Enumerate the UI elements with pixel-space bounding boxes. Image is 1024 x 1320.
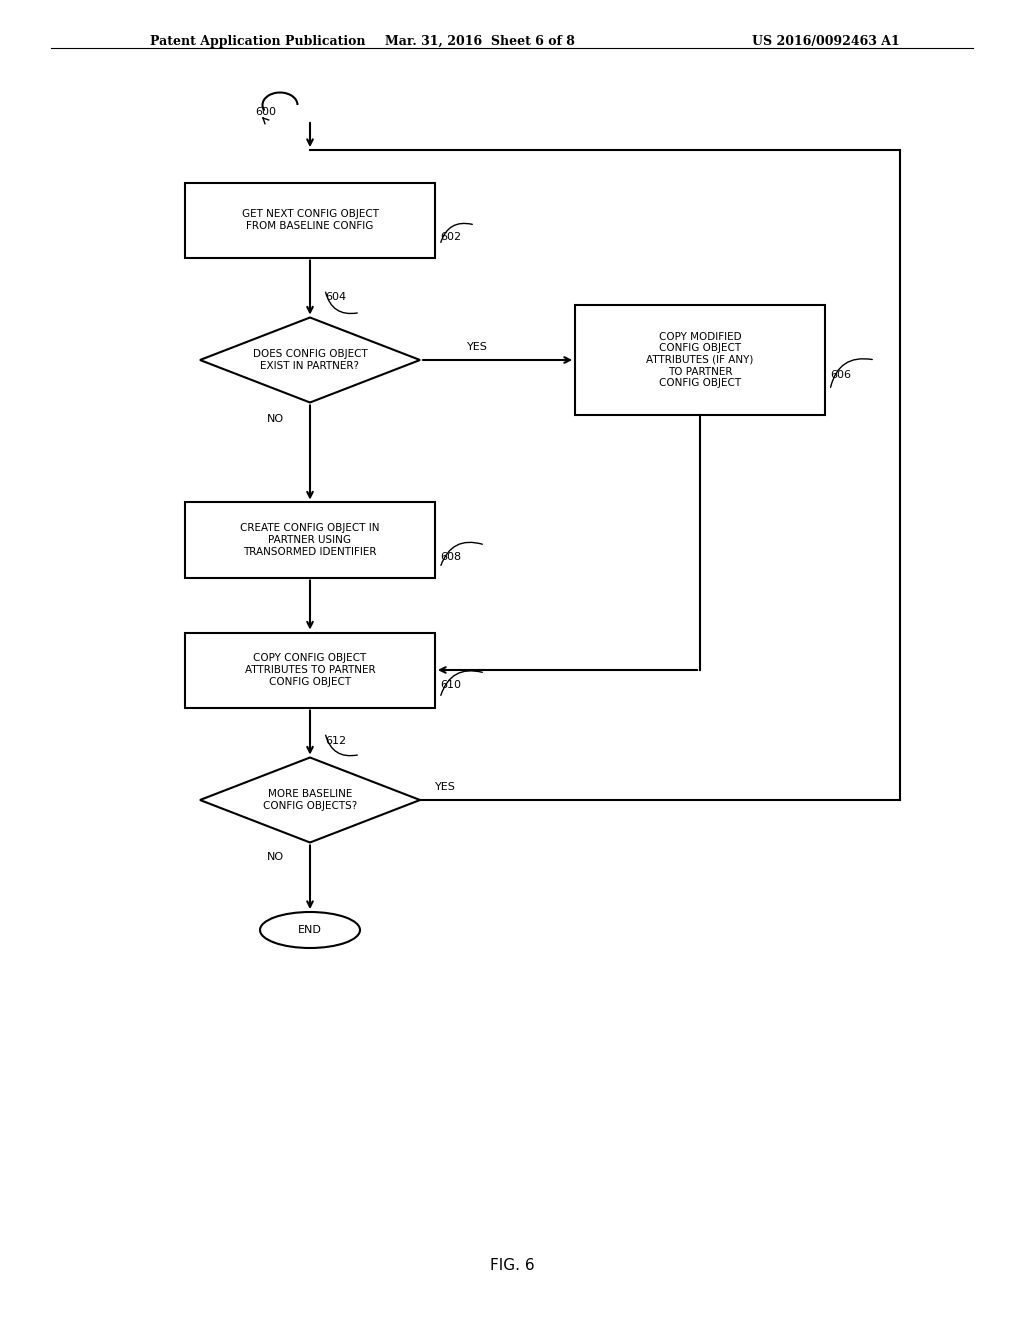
Text: NO: NO <box>266 414 284 425</box>
Text: US 2016/0092463 A1: US 2016/0092463 A1 <box>753 36 900 48</box>
Ellipse shape <box>260 912 360 948</box>
Text: Patent Application Publication: Patent Application Publication <box>150 36 366 48</box>
Text: GET NEXT CONFIG OBJECT
FROM BASELINE CONFIG: GET NEXT CONFIG OBJECT FROM BASELINE CON… <box>242 209 379 231</box>
Text: CREATE CONFIG OBJECT IN
PARTNER USING
TRANSORMED IDENTIFIER: CREATE CONFIG OBJECT IN PARTNER USING TR… <box>241 524 380 557</box>
Text: END: END <box>298 925 322 935</box>
Polygon shape <box>200 758 420 842</box>
Text: 606: 606 <box>830 370 851 380</box>
FancyBboxPatch shape <box>575 305 825 414</box>
Text: Mar. 31, 2016  Sheet 6 of 8: Mar. 31, 2016 Sheet 6 of 8 <box>385 36 574 48</box>
Text: MORE BASELINE
CONFIG OBJECTS?: MORE BASELINE CONFIG OBJECTS? <box>263 789 357 810</box>
Text: YES: YES <box>435 781 456 792</box>
Polygon shape <box>200 318 420 403</box>
FancyBboxPatch shape <box>185 182 435 257</box>
FancyBboxPatch shape <box>185 632 435 708</box>
Text: 610: 610 <box>440 680 461 690</box>
Text: YES: YES <box>467 342 488 352</box>
Text: 604: 604 <box>325 293 346 302</box>
Text: COPY MODIFIED
CONFIG OBJECT
ATTRIBUTES (IF ANY)
TO PARTNER
CONFIG OBJECT: COPY MODIFIED CONFIG OBJECT ATTRIBUTES (… <box>646 331 754 388</box>
Text: COPY CONFIG OBJECT
ATTRIBUTES TO PARTNER
CONFIG OBJECT: COPY CONFIG OBJECT ATTRIBUTES TO PARTNER… <box>245 653 376 686</box>
Text: DOES CONFIG OBJECT
EXIST IN PARTNER?: DOES CONFIG OBJECT EXIST IN PARTNER? <box>253 350 368 371</box>
Text: FIG. 6: FIG. 6 <box>489 1258 535 1272</box>
Text: NO: NO <box>266 853 284 862</box>
Text: 602: 602 <box>440 232 461 242</box>
Text: 600: 600 <box>255 107 276 117</box>
Text: 608: 608 <box>440 552 461 562</box>
Text: 612: 612 <box>325 735 346 746</box>
FancyBboxPatch shape <box>185 503 435 578</box>
